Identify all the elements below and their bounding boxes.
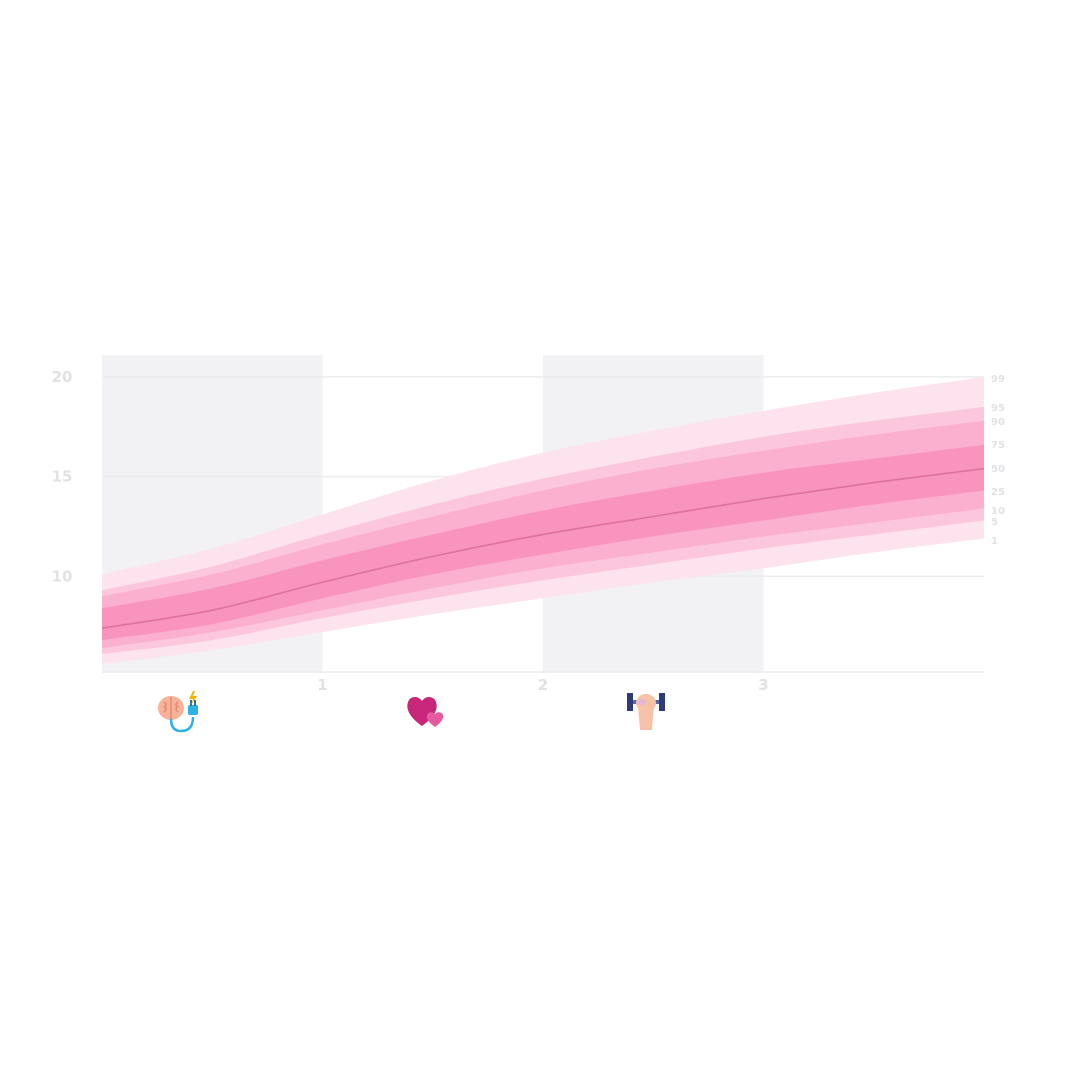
percentile-label-75: 75 xyxy=(991,440,1005,451)
x-axis-ticks: 1 2 3 xyxy=(317,676,768,694)
x-tick-3: 3 xyxy=(758,676,768,694)
percentile-label-90: 90 xyxy=(991,417,1005,428)
brain-plug-icon xyxy=(155,690,205,736)
x-tick-1: 1 xyxy=(317,676,327,694)
median-line xyxy=(101,467,985,629)
percentile-label-50: 50 xyxy=(991,464,1005,475)
y-tick-20: 20 xyxy=(52,368,73,386)
percentile-labels: 99 95 90 75 50 25 105 1 xyxy=(991,374,1005,547)
percentile-label-99: 99 xyxy=(991,374,1005,385)
percentile-label-95: 95 xyxy=(991,403,1005,414)
median-curve xyxy=(101,467,985,629)
hearts-icon xyxy=(404,692,450,732)
dumbbell-arm-icon xyxy=(624,690,668,734)
percentile-label-10: 10 xyxy=(991,506,1005,517)
percentile-label-5: 5 xyxy=(991,517,998,528)
band-p75-p25 xyxy=(102,444,984,641)
y-axis-ticks: 10 15 20 xyxy=(52,368,73,585)
percentile-label-1: 1 xyxy=(991,536,998,547)
y-tick-10: 10 xyxy=(52,567,73,585)
y-tick-15: 15 xyxy=(52,468,73,486)
x-tick-2: 2 xyxy=(538,676,548,694)
percentile-label-25: 25 xyxy=(991,487,1005,498)
